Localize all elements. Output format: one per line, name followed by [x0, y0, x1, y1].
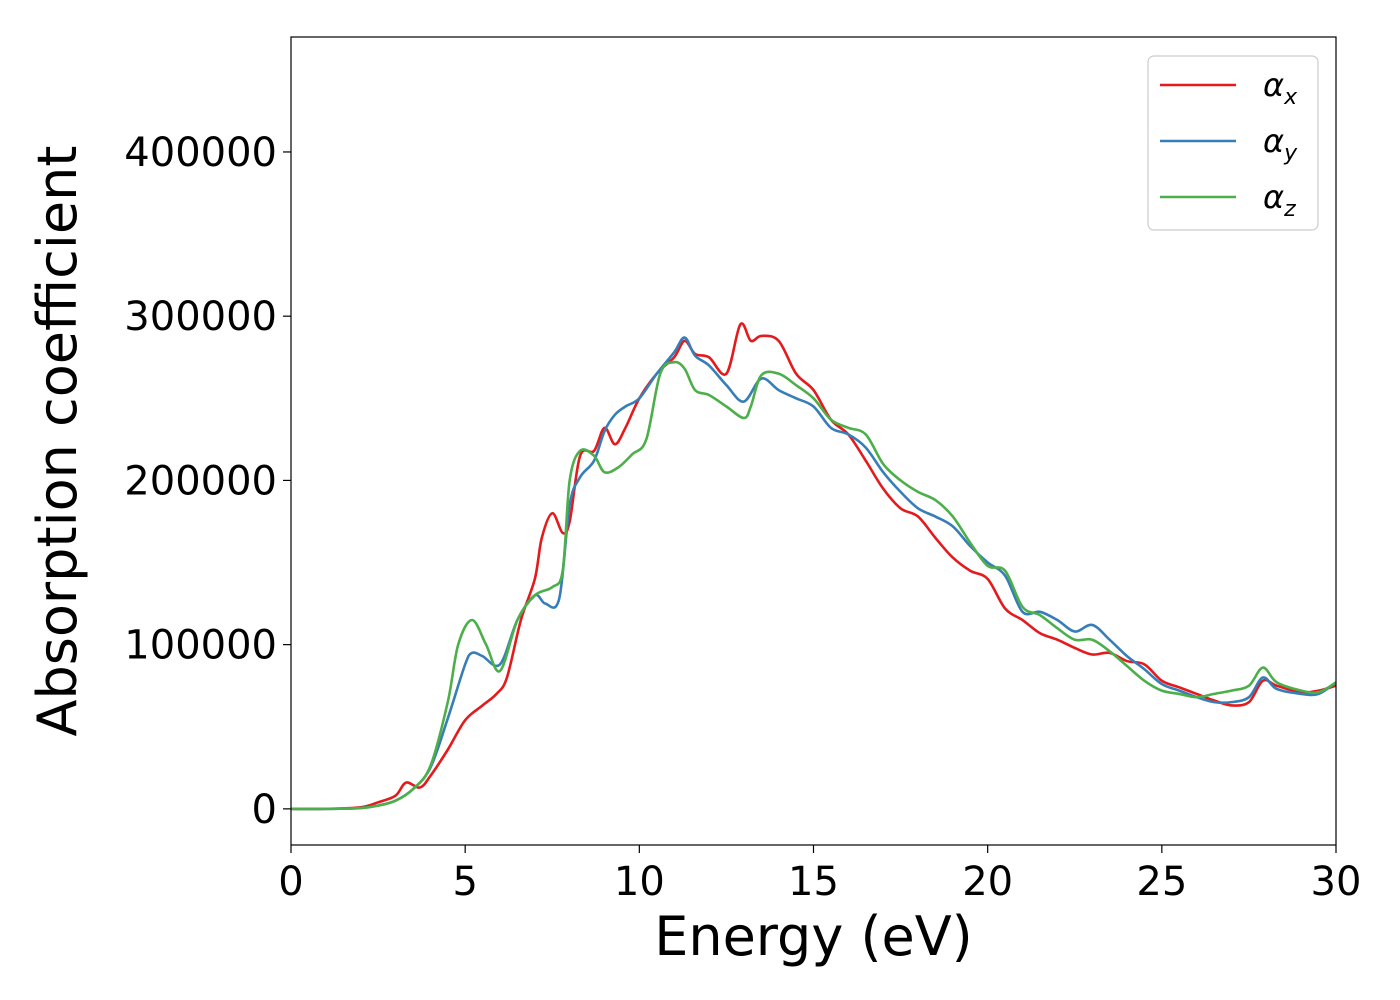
y-tick-label: 100000 [124, 623, 277, 669]
y-axis-ticks: 0 100000 200000 300000 400000 [124, 130, 291, 833]
x-tick-label: 5 [452, 859, 477, 905]
series-line-y [291, 336, 1336, 811]
y-tick-label: 200000 [124, 458, 277, 504]
legend-entry-y: αy [1263, 122, 1298, 166]
y-tick-label: 400000 [124, 130, 277, 176]
x-axis-ticks: 0 5 10 15 20 25 30 [278, 845, 1361, 905]
legend-entry-z: αz [1263, 178, 1296, 222]
x-tick-label: 30 [1311, 859, 1362, 905]
y-tick-label: 0 [252, 787, 277, 833]
series-layer [291, 322, 1336, 811]
x-tick-label: 25 [1136, 859, 1187, 905]
legend: αx αy αz [1147, 55, 1319, 231]
legend-entry-x: αx [1263, 66, 1298, 110]
series-line-z [291, 360, 1336, 811]
x-tick-label: 20 [962, 859, 1013, 905]
x-tick-label: 0 [278, 859, 303, 905]
x-tick-label: 10 [614, 859, 665, 905]
y-axis-label: Absorption coefficient [26, 146, 89, 737]
x-tick-label: 15 [788, 859, 839, 905]
legend-box [1147, 55, 1319, 231]
y-tick-label: 300000 [124, 294, 277, 340]
x-axis-label: Energy (eV) [654, 905, 973, 968]
series-line-x [291, 322, 1336, 811]
